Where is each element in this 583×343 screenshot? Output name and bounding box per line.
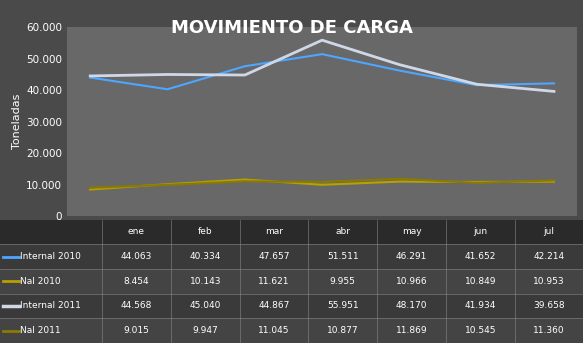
Text: 45.040: 45.040 — [189, 301, 221, 310]
Text: 9.015: 9.015 — [124, 326, 149, 335]
Text: 10.877: 10.877 — [327, 326, 359, 335]
Text: jun: jun — [473, 227, 487, 236]
Text: 9.947: 9.947 — [192, 326, 218, 335]
Text: may: may — [402, 227, 422, 236]
Text: Internal 2011: Internal 2011 — [20, 301, 81, 310]
Bar — [0, 318, 583, 343]
Bar — [0, 244, 583, 269]
Text: 48.170: 48.170 — [396, 301, 427, 310]
Text: 40.334: 40.334 — [189, 252, 221, 261]
Text: 44.568: 44.568 — [121, 301, 152, 310]
Text: 11.869: 11.869 — [396, 326, 427, 335]
Text: 46.291: 46.291 — [396, 252, 427, 261]
Text: 10.545: 10.545 — [465, 326, 496, 335]
Text: 44.867: 44.867 — [258, 301, 290, 310]
Text: ene: ene — [128, 227, 145, 236]
Text: jul: jul — [543, 227, 554, 236]
Text: 42.214: 42.214 — [533, 252, 564, 261]
Text: Nal 2011: Nal 2011 — [20, 326, 61, 335]
Text: abr: abr — [335, 227, 350, 236]
Text: 55.951: 55.951 — [327, 301, 359, 310]
Text: 10.953: 10.953 — [533, 277, 565, 286]
Text: 39.658: 39.658 — [533, 301, 565, 310]
Text: 11.360: 11.360 — [533, 326, 565, 335]
Text: 11.621: 11.621 — [258, 277, 290, 286]
Text: 10.966: 10.966 — [396, 277, 427, 286]
Text: 8.454: 8.454 — [124, 277, 149, 286]
Y-axis label: Toneladas: Toneladas — [12, 94, 22, 150]
Text: feb: feb — [198, 227, 213, 236]
Text: 41.934: 41.934 — [465, 301, 496, 310]
Text: 47.657: 47.657 — [258, 252, 290, 261]
Text: 9.955: 9.955 — [330, 277, 356, 286]
Text: 11.045: 11.045 — [258, 326, 290, 335]
Text: MOVIMIENTO DE CARGA: MOVIMIENTO DE CARGA — [171, 19, 412, 37]
Text: 51.511: 51.511 — [327, 252, 359, 261]
Text: Nal 2010: Nal 2010 — [20, 277, 61, 286]
Bar — [0, 269, 583, 294]
Text: mar: mar — [265, 227, 283, 236]
Bar — [0, 220, 583, 244]
Bar — [0, 294, 583, 318]
Text: 44.063: 44.063 — [121, 252, 152, 261]
Text: Internal 2010: Internal 2010 — [20, 252, 81, 261]
Text: 10.849: 10.849 — [465, 277, 496, 286]
Text: 10.143: 10.143 — [189, 277, 221, 286]
Text: 41.652: 41.652 — [465, 252, 496, 261]
